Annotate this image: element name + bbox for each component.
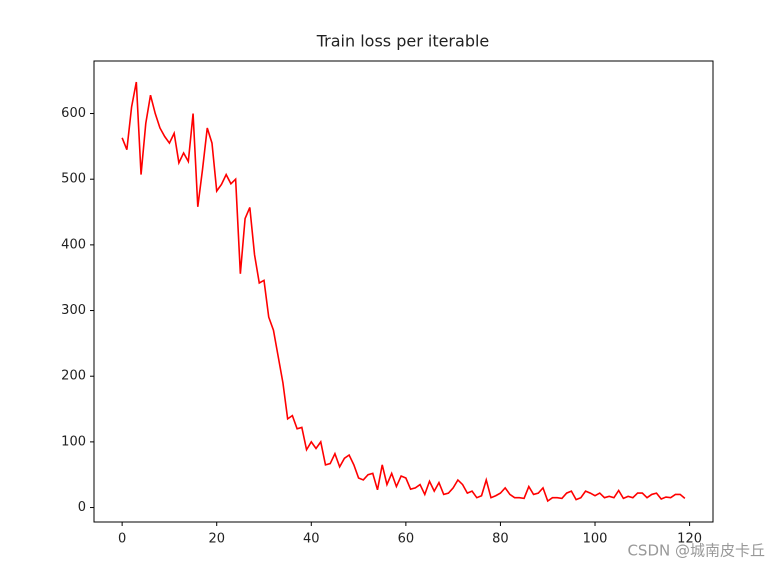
x-tick-label: 120 bbox=[677, 532, 702, 547]
watermark: CSDN @城南皮卡丘 bbox=[627, 542, 765, 560]
x-tick-label: 40 bbox=[303, 532, 320, 547]
x-tick-label: 0 bbox=[118, 532, 126, 547]
x-tick-label: 20 bbox=[208, 532, 225, 547]
y-tick-label: 600 bbox=[61, 106, 86, 121]
x-tick-label: 80 bbox=[492, 532, 509, 547]
y-tick-label: 300 bbox=[61, 303, 86, 318]
y-tick-label: 500 bbox=[61, 172, 86, 187]
y-tick-label: 400 bbox=[61, 237, 86, 252]
x-tick-label: 60 bbox=[398, 532, 415, 547]
y-tick-label: 0 bbox=[78, 500, 86, 515]
loss-line bbox=[121, 81, 686, 503]
x-tick-label: 100 bbox=[583, 532, 608, 547]
chart-title: Train loss per iterable bbox=[316, 32, 490, 51]
plot-frame bbox=[93, 60, 714, 523]
y-tick-label: 200 bbox=[61, 369, 86, 384]
y-tick-label: 100 bbox=[61, 434, 86, 449]
